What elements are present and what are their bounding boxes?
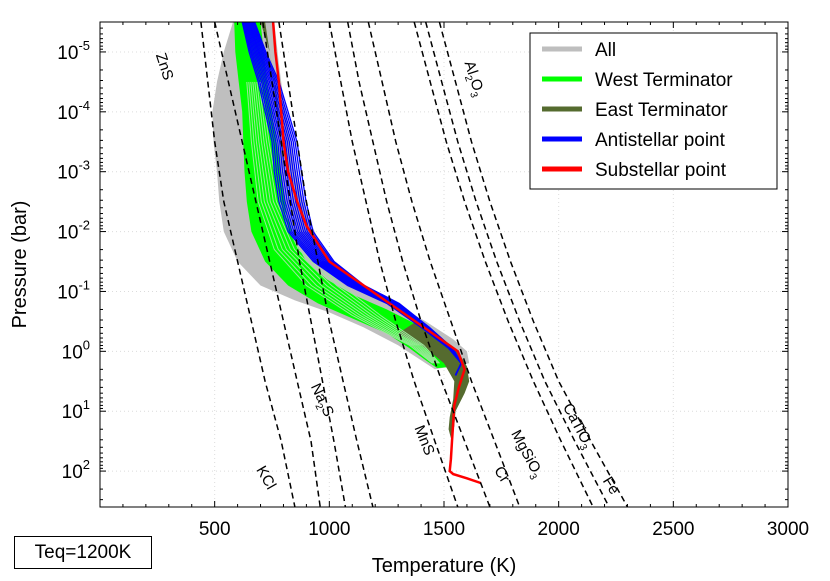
legend-label: West Terminator [595,70,733,91]
condensation-curve [413,22,594,507]
legend: All West Terminator East Terminator Antiste… [529,32,778,190]
condensation-curve [367,22,521,507]
west-terminator-profile [254,81,437,364]
substellar-profile [271,22,482,485]
x-tick-label: 2500 [652,519,694,540]
y-tick-label: 102 [62,457,90,483]
x-tick-label: 1500 [423,519,465,540]
condensation-label: Cr [490,463,513,485]
y-tick-label: 10-2 [57,218,90,244]
y-tick-label: 100 [62,337,90,363]
west-terminator-profile [248,81,434,364]
condensation-curve [262,22,347,507]
x-tick-label: 3000 [767,519,809,540]
teq-label: Teq=1200K [34,541,132,563]
west-terminator-profile [250,81,435,364]
condensation-curve [200,22,296,507]
x-tick-label: 1000 [308,519,350,540]
condensation-label: ZnS [152,51,177,82]
legend-label: Antistellar point [595,130,726,151]
condensation-label: KCl [252,463,279,492]
west-terminator-profile [256,81,438,364]
west-terminator-profile [252,81,436,364]
x-tick-label: 2000 [538,519,580,540]
condensation-curve [424,22,610,507]
legend-label: All [595,40,616,61]
teq-annotation-box: Teq=1200K [14,536,152,569]
condensation-label: Fe [599,474,623,498]
legend-label: East Terminator [595,100,728,121]
y-tick-label: 10-5 [57,38,90,64]
condensation-curve [346,22,491,507]
x-axis-label: Temperature (K) [372,555,517,577]
west-terminator-band [234,22,458,369]
x-tick-label: 500 [199,519,231,540]
plot-area [200,22,629,507]
y-tick-label: 101 [62,397,90,423]
y-axis-label: Pressure (bar) [9,201,31,329]
west-terminator-profile [246,81,433,364]
condensation-curve [213,22,321,507]
west-terminator-profile [258,81,439,364]
condensation-label: Al2O3 [458,59,488,100]
y-tick-label: 10-3 [57,158,90,184]
condensation-label: Na2S [304,381,337,421]
condensation-curve [278,22,374,507]
legend-label: Substellar point [595,160,727,181]
condensation-curve [438,22,629,507]
condensation-label: MnS [411,423,438,458]
condensation-curve [328,22,459,507]
y-tick-label: 10-4 [57,98,90,124]
y-tick-label: 10-1 [57,277,90,303]
